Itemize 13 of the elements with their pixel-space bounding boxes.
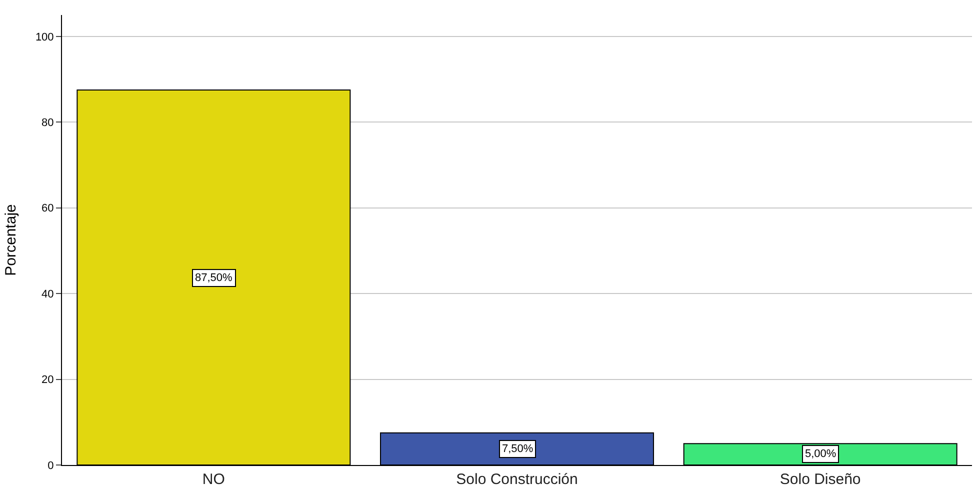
y-tick-label: 0	[48, 460, 54, 472]
data-label: 7,50%	[502, 443, 534, 455]
x-tick-label: Solo Construcción	[456, 471, 578, 488]
data-label: 87,50%	[195, 272, 233, 284]
y-tick-label: 80	[42, 116, 54, 129]
x-tick-label: NO	[202, 471, 225, 488]
x-tick-label: Solo Diseño	[780, 471, 861, 488]
y-tick-label: 60	[42, 202, 54, 215]
y-tick-label: 20	[42, 374, 54, 386]
data-label: 5,00%	[805, 448, 836, 460]
y-tick-label: 100	[35, 31, 54, 44]
y-axis-title: Porcentaje	[2, 204, 20, 276]
y-tick-label: 40	[42, 288, 54, 300]
